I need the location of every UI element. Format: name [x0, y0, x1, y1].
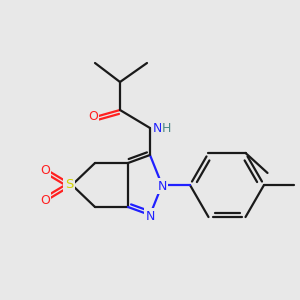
Text: N: N [153, 122, 162, 134]
Text: H: H [162, 122, 171, 134]
Text: S: S [65, 178, 73, 191]
Text: N: N [157, 179, 167, 193]
Text: N: N [145, 209, 155, 223]
Text: O: O [40, 164, 50, 176]
Text: O: O [88, 110, 98, 122]
Text: O: O [40, 194, 50, 206]
